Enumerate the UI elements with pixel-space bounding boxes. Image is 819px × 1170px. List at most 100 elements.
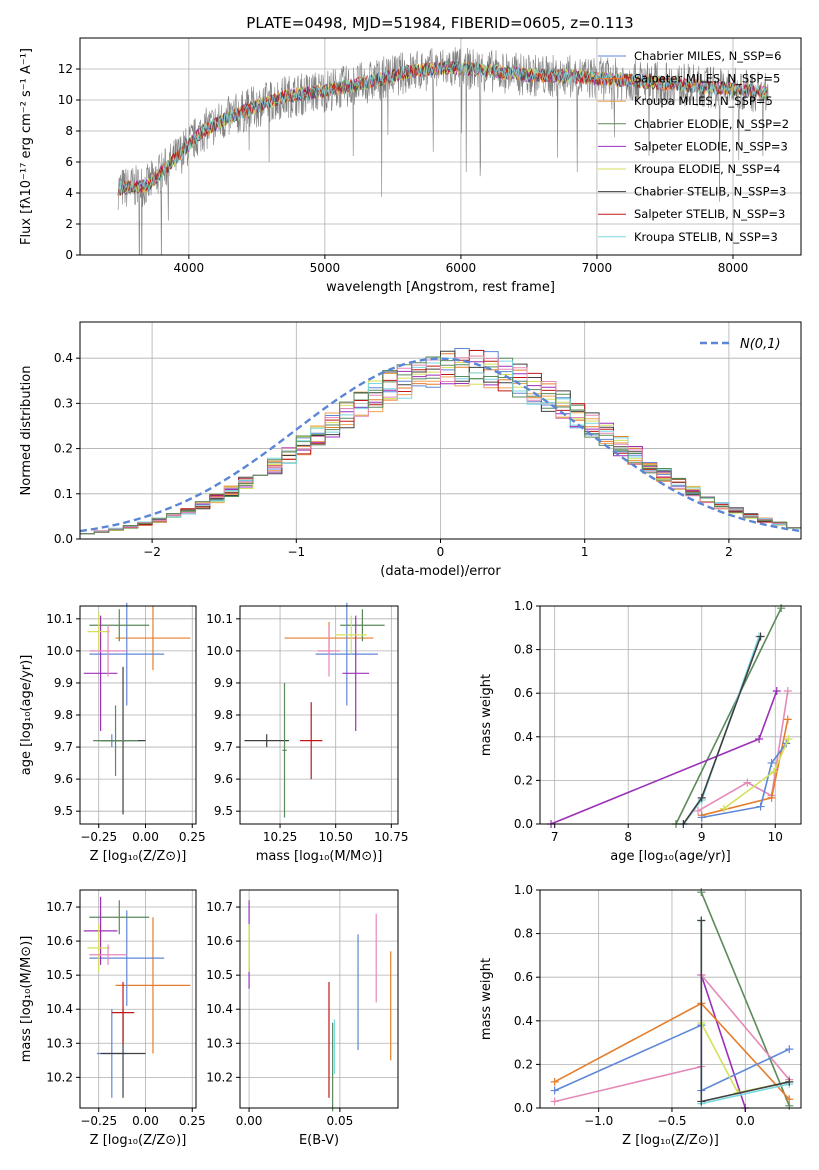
spectrum-legend: Chabrier MILES, N_SSP=6 Salpeter MILES, N… bbox=[598, 49, 789, 244]
data-point-marker bbox=[697, 793, 706, 802]
data-point-marker bbox=[694, 806, 703, 815]
legend-entry: Kroupa ELODIE, N_SSP=4 bbox=[634, 162, 780, 176]
y-tick-label: 8 bbox=[65, 124, 73, 138]
y-tick-label: 10.5 bbox=[46, 968, 73, 982]
mass-weight-series-line bbox=[700, 974, 747, 1109]
axes-frame bbox=[539, 605, 802, 825]
residual-histogram bbox=[80, 355, 801, 535]
data-point-errorbar bbox=[83, 615, 118, 732]
panel-mass-weight-vs-age: 7 8 9 10 0.0 0.2 0.4 0.6 0.8 1.0 age [log₁₀(age/yr… bbox=[479, 599, 802, 864]
y-tick-label: 9.8 bbox=[214, 708, 233, 722]
data-point-errorbar bbox=[315, 602, 378, 706]
y-tick-label: 0.2 bbox=[54, 442, 73, 456]
y-axis-label: age [log₁₀(age/yr)] bbox=[19, 655, 34, 776]
figure-title: PLATE=0498, MJD=51984, FIBERID=0605, z=0… bbox=[246, 14, 633, 32]
plot-area-mass-vs-EBV bbox=[248, 900, 392, 1112]
y-tick-label: 9.7 bbox=[214, 740, 233, 754]
y-tick-label: 10.4 bbox=[206, 1002, 233, 1016]
x-tick-label: −0.25 bbox=[80, 1114, 117, 1128]
axes-frame bbox=[79, 889, 197, 1109]
x-tick-label: 10.75 bbox=[374, 830, 408, 844]
x-tick-label: 1 bbox=[581, 545, 589, 559]
x-tick-label: 4000 bbox=[174, 261, 205, 275]
y-tick-label: 0.6 bbox=[514, 686, 533, 700]
data-point-errorbar bbox=[244, 734, 289, 748]
data-point-marker bbox=[756, 632, 765, 641]
data-point-errorbar bbox=[115, 917, 191, 1054]
x-tick-label: 10.50 bbox=[319, 830, 353, 844]
y-axis-label: Flux [fλ10⁻¹⁷ erg cm⁻² s⁻¹ A⁻¹] bbox=[19, 48, 34, 245]
x-tick-label: 8000 bbox=[718, 261, 749, 275]
x-tick-label: 0.25 bbox=[179, 1114, 206, 1128]
axes-frame bbox=[79, 605, 197, 825]
data-point-errorbar bbox=[89, 944, 127, 965]
data-point-marker bbox=[550, 1086, 559, 1095]
data-point-marker bbox=[743, 778, 752, 787]
x-tick-label: 0.00 bbox=[132, 830, 159, 844]
x-tick-label: −0.5 bbox=[657, 1114, 686, 1128]
panel-mass-vs-Z: −0.25 0.00 0.25 10.2 10.3 10.4 10.5 10.6 10.7 Z [… bbox=[19, 889, 206, 1148]
x-axis-label: Z [log₁₀(Z/Z⊙)] bbox=[90, 849, 187, 864]
mass-weight-series-line bbox=[701, 742, 787, 819]
x-tick-label: 8 bbox=[624, 830, 632, 844]
data-point-errorbar bbox=[89, 602, 165, 706]
data-point-marker bbox=[767, 793, 776, 802]
y-tick-label: 10.7 bbox=[46, 900, 73, 914]
data-point-errorbar bbox=[111, 981, 135, 1044]
x-tick-label: 0 bbox=[437, 545, 445, 559]
panel-age-vs-mass: 10.25 10.50 10.75 9.5 9.6 9.7 9.8 9.9 10.0 10.1 ma… bbox=[206, 602, 409, 864]
y-tick-label: 10.3 bbox=[206, 1036, 233, 1050]
model-fit-line bbox=[117, 60, 768, 196]
legend-entry: Salpeter ELODIE, N_SSP=3 bbox=[634, 139, 788, 153]
data-point-marker bbox=[550, 1097, 559, 1106]
data-point-marker bbox=[756, 802, 765, 811]
data-point-errorbar bbox=[89, 609, 150, 642]
x-tick-label: 10 bbox=[768, 830, 783, 844]
data-point-marker bbox=[755, 734, 764, 743]
x-axis-label: wavelength [Angstrom, rest frame] bbox=[326, 280, 555, 295]
y-tick-label: 10.3 bbox=[46, 1036, 73, 1050]
y-tick-label: 0.2 bbox=[514, 1057, 533, 1071]
y-tick-label: 10 bbox=[58, 93, 73, 107]
y-tick-label: 0 bbox=[65, 248, 73, 262]
data-point-errorbar bbox=[282, 682, 287, 818]
mass-weight-series-line bbox=[550, 690, 778, 825]
y-tick-label: 0.0 bbox=[514, 1101, 533, 1115]
residual-legend: N(0,1) bbox=[700, 337, 781, 352]
axes-mass-vs-EBV: 0.00 0.05 10.2 10.3 10.4 10.5 10.6 10.7 E(B-V) bbox=[206, 889, 399, 1148]
data-point-errorbar bbox=[83, 896, 118, 965]
axes-spectrum: 4000 5000 6000 7000 8000 0 2 4 6 8 10 12 wavelength … bbox=[19, 37, 802, 295]
data-point-marker bbox=[785, 1045, 794, 1054]
y-tick-label: 1.0 bbox=[514, 599, 533, 613]
axes-mass-weight-vs-age: 7 8 9 10 0.0 0.2 0.4 0.6 0.8 1.0 age [log₁₀(age/yr… bbox=[479, 599, 802, 864]
y-tick-label: 0.6 bbox=[514, 970, 533, 984]
x-axis-label: age [log₁₀(age/yr)] bbox=[610, 849, 731, 864]
x-axis-label: Z [log₁₀(Z/Z⊙)] bbox=[622, 1133, 719, 1148]
legend-entry: Salpeter STELIB, N_SSP=3 bbox=[634, 207, 785, 221]
legend-entry: Kroupa STELIB, N_SSP=3 bbox=[634, 230, 778, 244]
plot-area-mass-weight-vs-age bbox=[547, 604, 793, 828]
data-point-marker bbox=[783, 715, 792, 724]
y-tick-label: 10.4 bbox=[46, 1002, 73, 1016]
x-axis-label: E(B-V) bbox=[299, 1133, 339, 1148]
data-point-marker bbox=[785, 1095, 794, 1104]
y-tick-label: 2 bbox=[65, 217, 73, 231]
y-tick-label: 10.1 bbox=[206, 612, 233, 626]
y-tick-label: 10.7 bbox=[206, 900, 233, 914]
x-tick-label: 10.25 bbox=[263, 830, 297, 844]
axes-frame bbox=[79, 37, 802, 256]
axes-frame bbox=[239, 889, 399, 1109]
y-axis-label: Normed distribution bbox=[19, 366, 34, 496]
x-tick-label: 9 bbox=[698, 830, 706, 844]
axes-frame bbox=[239, 605, 399, 825]
y-tick-label: 6 bbox=[65, 155, 73, 169]
plot-area-residuals bbox=[80, 348, 801, 535]
y-tick-label: 9.9 bbox=[214, 676, 233, 690]
y-tick-label: 12 bbox=[58, 62, 73, 76]
y-axis-label: mass weight bbox=[479, 958, 494, 1040]
y-tick-label: 9.7 bbox=[54, 740, 73, 754]
y-tick-label: 10.6 bbox=[46, 934, 73, 948]
x-axis-label: (data-model)/error bbox=[380, 564, 501, 579]
x-tick-label: −2 bbox=[143, 545, 161, 559]
y-tick-label: 0.8 bbox=[514, 927, 533, 941]
